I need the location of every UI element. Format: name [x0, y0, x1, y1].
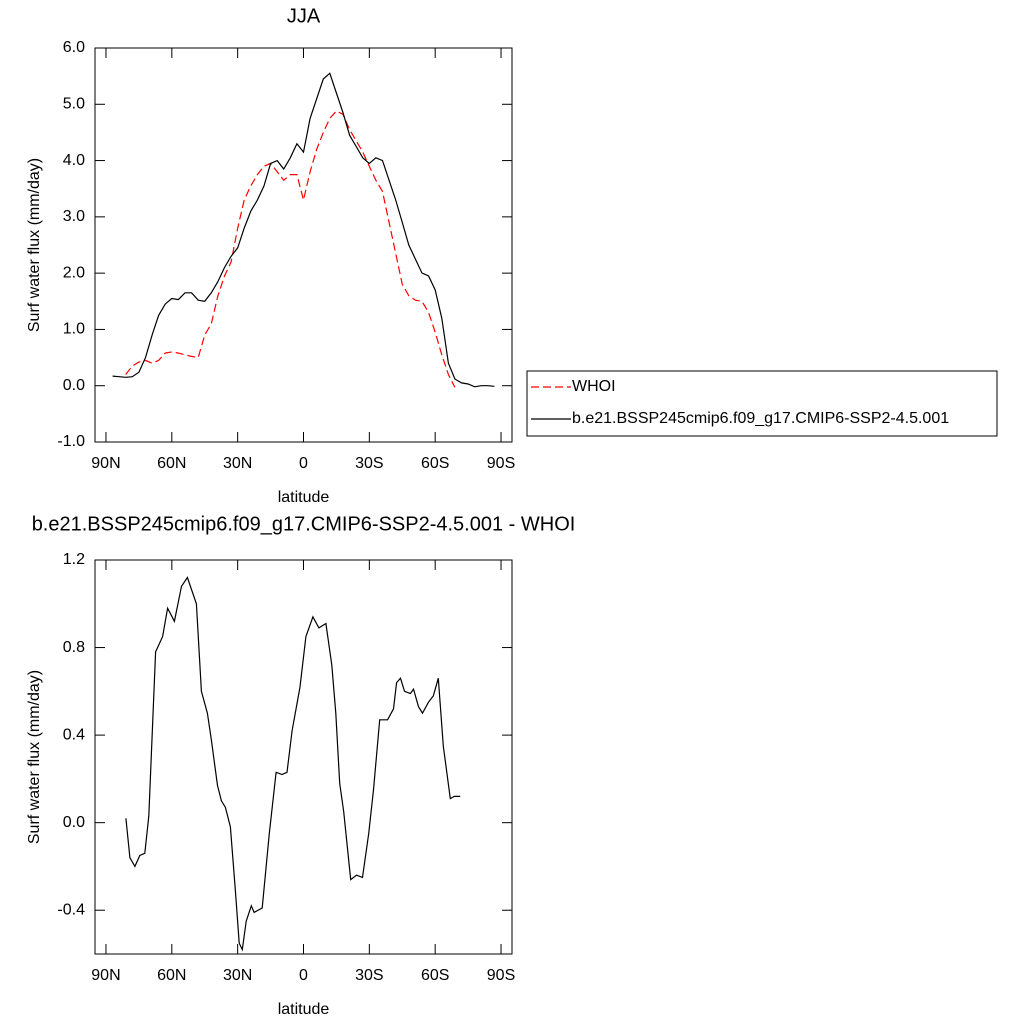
- x-tick-label: 0: [299, 455, 308, 472]
- legend-box: [526, 370, 998, 437]
- y-tick-label: 1.2: [63, 551, 85, 568]
- plot-frame: [94, 47, 513, 443]
- x-tick-label: 90S: [487, 967, 515, 984]
- legend-label: b.e21.BSSP245cmip6.f09_g17.CMIP6-SSP2-4.…: [572, 410, 949, 427]
- y-axis-label: Surf water flux (mm/day): [26, 158, 43, 332]
- chart-title: b.e21.BSSP245cmip6.f09_g17.CMIP6-SSP2-4.…: [32, 513, 576, 535]
- x-axis-label: latitude: [278, 1001, 330, 1018]
- y-tick-label: 0.8: [63, 639, 85, 656]
- y-tick-label: 0.0: [63, 814, 85, 831]
- x-tick-label: 30S: [355, 967, 383, 984]
- x-tick-label: 0: [299, 967, 308, 984]
- y-tick-label: 2.0: [63, 264, 85, 281]
- x-tick-label: 30N: [223, 967, 252, 984]
- x-tick-label: 60S: [421, 967, 449, 984]
- legend-label: WHOI: [572, 378, 616, 395]
- y-axis-label: Surf water flux (mm/day): [26, 670, 43, 844]
- y-tick-label: 0.4: [63, 726, 85, 743]
- x-tick-label: 60N: [157, 967, 186, 984]
- x-axis-label: latitude: [278, 489, 330, 506]
- x-tick-label: 30S: [355, 455, 383, 472]
- chart-title: JJA: [287, 5, 321, 27]
- y-tick-label: 3.0: [63, 208, 85, 225]
- series-line: [125, 576, 461, 952]
- y-tick-label: 4.0: [63, 152, 85, 169]
- x-tick-label: 90N: [91, 455, 120, 472]
- x-tick-label: 60N: [157, 455, 186, 472]
- plot-frame: [94, 559, 513, 955]
- x-tick-label: 90S: [487, 455, 515, 472]
- y-tick-label: 0.0: [63, 377, 85, 394]
- y-tick-label: 5.0: [63, 96, 85, 113]
- y-tick-label: 1.0: [63, 321, 85, 338]
- series-line: [125, 110, 456, 388]
- series-line: [112, 72, 495, 388]
- x-tick-label: 30N: [223, 455, 252, 472]
- x-tick-label: 60S: [421, 455, 449, 472]
- x-tick-label: 90N: [91, 967, 120, 984]
- y-tick-label: -1.0: [57, 433, 85, 450]
- y-tick-label: -0.4: [57, 901, 85, 918]
- y-tick-label: 6.0: [63, 39, 85, 56]
